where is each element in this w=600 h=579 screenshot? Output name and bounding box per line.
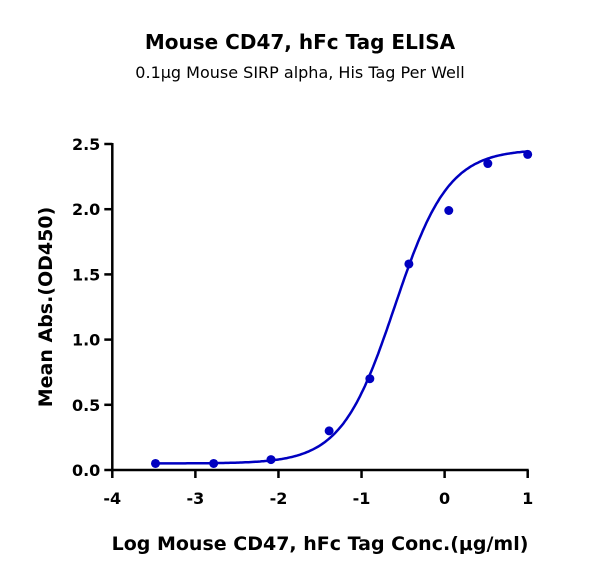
y-tick-label: 2.0 xyxy=(72,200,100,219)
y-tick-label: 1.5 xyxy=(72,265,100,284)
x-tick-label: -1 xyxy=(353,489,371,508)
chart-subtitle: 0.1μg Mouse SIRP alpha, His Tag Per Well xyxy=(135,63,465,82)
data-point xyxy=(266,455,276,465)
y-tick-label: 0.5 xyxy=(72,396,100,415)
x-tick-label: -4 xyxy=(103,489,121,508)
x-tick-label: -2 xyxy=(270,489,288,508)
y-tick-label: 1.0 xyxy=(72,331,100,350)
y-tick-label: 2.5 xyxy=(72,135,100,154)
data-point xyxy=(444,206,454,216)
data-point xyxy=(365,374,375,384)
y-axis-label: Mean Abs.(OD450) xyxy=(35,207,57,408)
data-point xyxy=(324,426,334,436)
data-point xyxy=(523,149,533,159)
data-point xyxy=(483,159,493,169)
data-point xyxy=(151,458,161,468)
chart-title: Mouse CD47, hFc Tag ELISA xyxy=(144,30,456,54)
x-tick-label: 1 xyxy=(522,489,533,508)
x-axis-label: Log Mouse CD47, hFc Tag Conc.(μg/ml) xyxy=(112,533,529,555)
data-point xyxy=(209,458,219,468)
x-tick-label: 0 xyxy=(439,489,450,508)
data-point xyxy=(404,259,414,269)
y-tick-label: 0.0 xyxy=(72,461,100,480)
x-tick-label: -3 xyxy=(186,489,204,508)
fit-curve xyxy=(155,150,528,465)
